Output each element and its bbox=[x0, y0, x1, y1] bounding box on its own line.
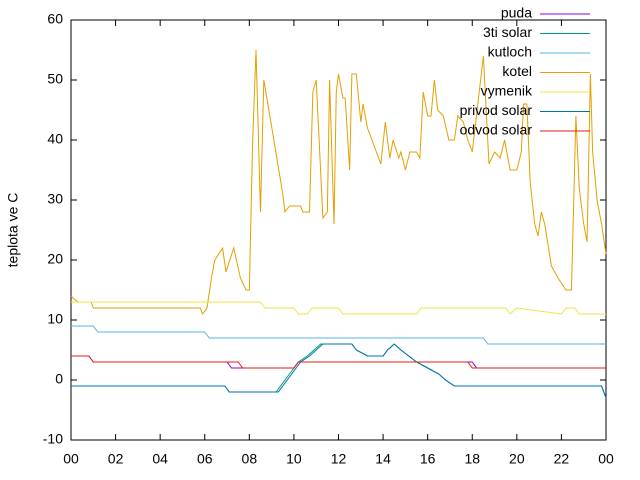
x-tick-label: 02 bbox=[108, 451, 124, 467]
series-line bbox=[71, 325, 606, 345]
y-tick-label: -10 bbox=[43, 431, 63, 447]
y-axis-label: teplota ve C bbox=[5, 193, 21, 268]
series-line bbox=[70, 49, 607, 316]
x-tick-label: 22 bbox=[554, 451, 570, 467]
series-line bbox=[71, 355, 606, 369]
legend-label: privod solar bbox=[460, 102, 533, 118]
legend-label: odvod solar bbox=[460, 122, 533, 138]
x-tick-label: 20 bbox=[509, 451, 525, 467]
legend-label: 3ti solar bbox=[483, 24, 532, 40]
legend-label: puda bbox=[501, 5, 532, 21]
series-line bbox=[71, 343, 607, 399]
y-tick-label: 40 bbox=[47, 131, 63, 147]
legend-label: kotel bbox=[502, 63, 532, 79]
y-tick-label: 60 bbox=[47, 11, 63, 27]
x-tick-label: 06 bbox=[197, 451, 213, 467]
x-tick-label: 08 bbox=[242, 451, 258, 467]
x-tick-label: 14 bbox=[375, 451, 391, 467]
y-tick-label: 50 bbox=[47, 71, 63, 87]
x-tick-label: 04 bbox=[152, 451, 168, 467]
legend-label: kutloch bbox=[488, 44, 532, 60]
series-line bbox=[71, 343, 607, 399]
legend-label: vymenik bbox=[481, 83, 533, 99]
y-tick-label: 10 bbox=[47, 311, 63, 327]
x-tick-label: 16 bbox=[420, 451, 436, 467]
y-tick-label: 30 bbox=[47, 191, 63, 207]
x-tick-label: 00 bbox=[598, 451, 614, 467]
x-tick-label: 00 bbox=[63, 451, 79, 467]
x-tick-label: 10 bbox=[286, 451, 302, 467]
x-tick-label: 12 bbox=[331, 451, 347, 467]
x-tick-label: 18 bbox=[464, 451, 480, 467]
series-line bbox=[71, 301, 606, 315]
y-tick-label: 0 bbox=[55, 371, 63, 387]
y-tick-label: 20 bbox=[47, 251, 63, 267]
